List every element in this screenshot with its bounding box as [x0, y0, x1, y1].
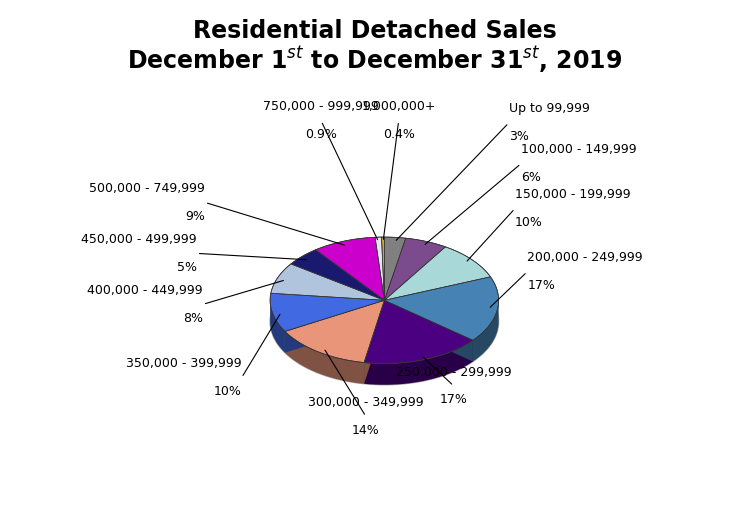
Polygon shape	[384, 301, 473, 361]
Polygon shape	[291, 250, 384, 301]
Polygon shape	[384, 277, 499, 340]
Text: 350,000 - 399,999: 350,000 - 399,999	[126, 358, 242, 370]
Polygon shape	[285, 301, 384, 363]
Polygon shape	[382, 237, 384, 301]
Ellipse shape	[270, 258, 499, 385]
Text: 750,000 - 999,999: 750,000 - 999,999	[263, 100, 379, 113]
Polygon shape	[384, 247, 490, 301]
Text: Up to 99,999: Up to 99,999	[509, 102, 590, 116]
Text: 300,000 - 349,999: 300,000 - 349,999	[308, 396, 424, 409]
Text: 10%: 10%	[214, 385, 242, 398]
Text: December 1$^{st}$ to December 31$^{st}$, 2019: December 1$^{st}$ to December 31$^{st}$,…	[128, 45, 622, 75]
Polygon shape	[384, 301, 473, 361]
Text: 250,000 - 299,999: 250,000 - 299,999	[396, 366, 512, 378]
Text: 10%: 10%	[515, 216, 543, 229]
Polygon shape	[285, 301, 384, 352]
Polygon shape	[271, 264, 384, 301]
Text: 400,000 - 449,999: 400,000 - 449,999	[87, 284, 202, 297]
Polygon shape	[384, 237, 406, 301]
Text: 17%: 17%	[527, 279, 555, 292]
Text: 500,000 - 749,999: 500,000 - 749,999	[89, 182, 205, 195]
Polygon shape	[384, 238, 446, 301]
Polygon shape	[364, 340, 473, 385]
Polygon shape	[316, 237, 384, 301]
Text: 3%: 3%	[509, 130, 529, 143]
Text: 200,000 - 249,999: 200,000 - 249,999	[527, 251, 643, 264]
Text: 17%: 17%	[440, 393, 468, 407]
Polygon shape	[375, 237, 384, 301]
Text: 6%: 6%	[521, 171, 541, 184]
Polygon shape	[364, 301, 384, 384]
Polygon shape	[285, 301, 384, 352]
Text: 5%: 5%	[177, 261, 197, 273]
Polygon shape	[270, 293, 384, 331]
Polygon shape	[285, 331, 364, 384]
Text: 450,000 - 499,999: 450,000 - 499,999	[81, 233, 196, 246]
Polygon shape	[364, 301, 473, 364]
Text: 8%: 8%	[183, 312, 203, 325]
Polygon shape	[473, 299, 499, 361]
Text: 1,000,000+: 1,000,000+	[362, 100, 436, 113]
Text: 0.9%: 0.9%	[305, 128, 337, 141]
Text: Residential Detached Sales: Residential Detached Sales	[194, 19, 556, 42]
Text: 0.4%: 0.4%	[382, 128, 415, 141]
Polygon shape	[364, 301, 384, 384]
Text: 14%: 14%	[352, 424, 380, 437]
Polygon shape	[270, 299, 285, 352]
Text: 150,000 - 199,999: 150,000 - 199,999	[515, 188, 631, 201]
Text: 9%: 9%	[185, 210, 205, 223]
Text: 100,000 - 149,999: 100,000 - 149,999	[521, 143, 637, 156]
